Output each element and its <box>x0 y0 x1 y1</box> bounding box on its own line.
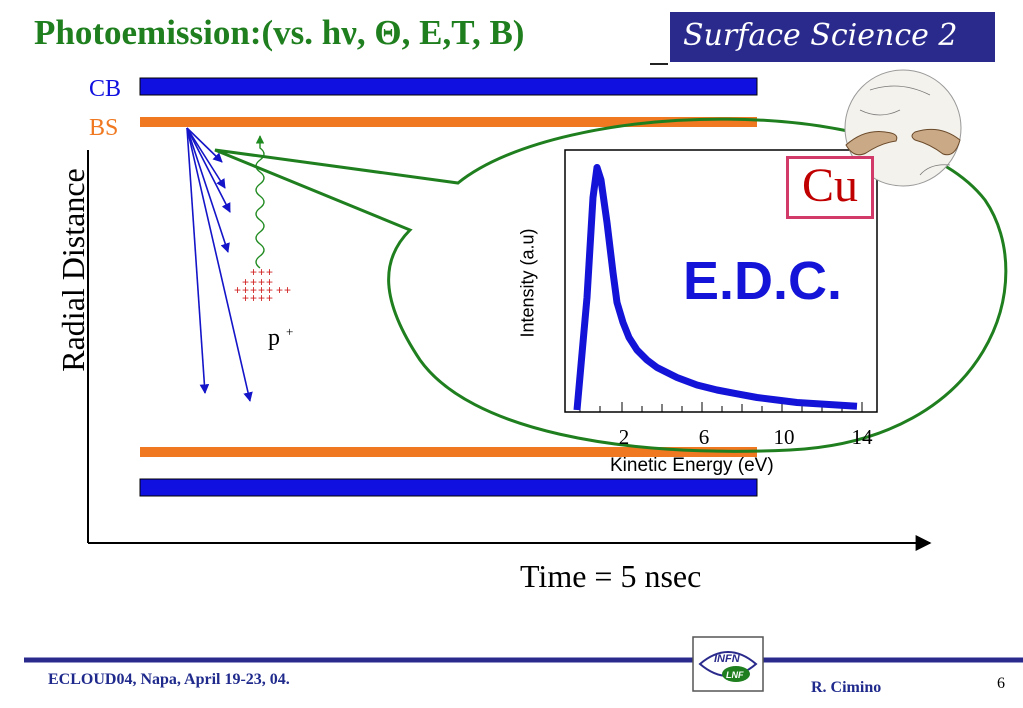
electron-arrow <box>186 127 226 189</box>
infn-lnf-logo: INFN LNF <box>692 636 764 692</box>
bs-label: BS <box>89 115 119 141</box>
svg-text:+: + <box>284 283 291 297</box>
svg-text:+: + <box>258 291 265 305</box>
svg-text:+: + <box>250 275 257 289</box>
inset-tick-label: 2 <box>618 425 630 449</box>
svg-text:+: + <box>250 291 257 305</box>
svg-text:+: + <box>258 265 265 279</box>
svg-text:+: + <box>266 283 273 297</box>
positive-charges: + + + + + + + + + + + + + + + + + + <box>234 265 291 305</box>
page-number: 6 <box>997 675 1005 692</box>
svg-text:+: + <box>242 291 249 305</box>
creation-hands-image <box>844 69 962 187</box>
electron-arrow <box>186 127 230 253</box>
bs-band-top <box>140 117 757 127</box>
footer-author: R. Cimino <box>811 679 882 696</box>
bs-band-bottom <box>140 447 757 457</box>
svg-text:+: + <box>266 265 273 279</box>
cu-box <box>786 156 874 219</box>
y-axis-label: Radial Distance <box>55 168 91 372</box>
svg-text:+: + <box>258 275 265 289</box>
footer-event: ECLOUD04, Napa, April 19-23, 04. <box>48 671 290 688</box>
inset-tick-label: 6 <box>698 425 710 449</box>
cb-band-bottom <box>139 478 758 497</box>
svg-text:+: + <box>276 283 283 297</box>
x-axis-label: Time = 5 nsec <box>520 558 702 594</box>
svg-text:+: + <box>250 283 257 297</box>
electron-arrow <box>186 127 231 213</box>
proton-label: p + <box>268 324 294 351</box>
section-badge <box>670 12 995 62</box>
electron-arrow <box>186 127 210 394</box>
inset-tick-label: 14 <box>851 425 873 449</box>
cb-label: CB <box>89 76 122 102</box>
svg-text:+: + <box>234 283 241 297</box>
inset-y-label: Intensity (a.u) <box>517 228 538 338</box>
inset-x-label: Kinetic Energy (eV) <box>610 455 774 476</box>
svg-text:+: + <box>258 283 265 297</box>
logo-top-text: INFN <box>714 653 741 665</box>
callout-ellipse <box>214 117 1008 453</box>
section-badge-label: Surface Science 2 <box>683 18 958 53</box>
inset-frame <box>564 149 878 413</box>
svg-text:+: + <box>250 265 257 279</box>
svg-text:+: + <box>242 275 249 289</box>
svg-text:+: + <box>242 283 249 297</box>
edc-label: E.D.C. <box>683 251 843 311</box>
edc-series-line <box>573 164 858 411</box>
electron-arrow <box>186 127 253 402</box>
electron-arrow <box>186 127 223 163</box>
inset-tick-label: 10 <box>773 425 795 449</box>
svg-text:+: + <box>266 291 273 305</box>
electron-trajectories <box>186 127 253 402</box>
cb-band-top <box>139 77 758 96</box>
element-label: Cu <box>801 159 858 212</box>
logo-bottom-text: LNF <box>726 670 744 680</box>
svg-text:+: + <box>266 275 273 289</box>
slide-title: Photoemission:(vs. hν, Θ, E,T, B) <box>34 13 525 52</box>
